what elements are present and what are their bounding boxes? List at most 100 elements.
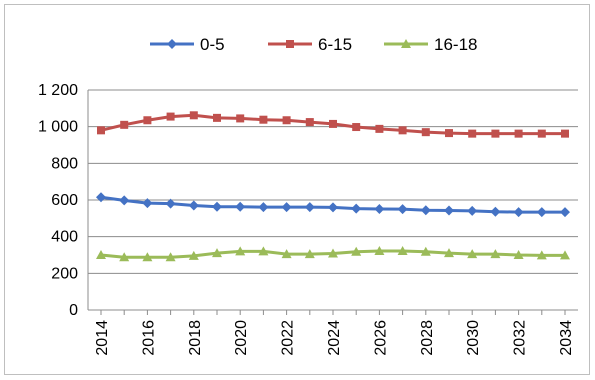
series-6-15-point [97, 126, 105, 135]
series-0-5-point [490, 206, 501, 217]
series-6-15-point [375, 124, 384, 133]
series-6-15-point [421, 128, 430, 137]
series-0-5-point [96, 192, 106, 203]
x-tick-label: 2018 [187, 320, 204, 356]
series-16-18-point [281, 249, 292, 259]
series-0-5-point [420, 205, 431, 216]
series-0-5-point [444, 205, 454, 216]
y-tick-label: 400 [51, 229, 78, 246]
series-6-15-point [561, 129, 569, 138]
series-6-15-point [398, 126, 407, 135]
series-0-5-point [374, 203, 385, 214]
series-0-5-point [119, 195, 130, 206]
series-16-18-point [490, 249, 501, 259]
y-tick-label: 200 [51, 265, 78, 282]
series-group [96, 111, 570, 262]
series-16-18-point [258, 246, 269, 256]
series-16-18-point [96, 250, 106, 259]
legend-label: 6-15 [318, 35, 352, 54]
series-6-15-point [282, 116, 291, 125]
series-6-15-point [259, 115, 268, 124]
x-axis-ticks: 2014 2016 2018 2020 2022 2024 2026 2028 2030 2032… [94, 320, 575, 356]
x-tick-label: 2024 [326, 320, 343, 356]
x-tick-label: 2028 [419, 320, 436, 356]
series-6-15-point [445, 129, 453, 138]
series-0-5-point [188, 200, 199, 211]
series-16-18-point [235, 246, 246, 256]
series-6-15-point [537, 129, 546, 138]
y-tick-label: 800 [51, 155, 78, 172]
series-0-5-point [212, 201, 222, 212]
series-6-15 [97, 111, 569, 138]
series-16-18-point [119, 252, 130, 262]
series-6-15-point [468, 129, 477, 138]
x-tick-label: 2034 [558, 320, 575, 356]
series-0-5-point [397, 204, 408, 215]
series-16-18-point [420, 246, 431, 256]
y-tick-label: 1 000 [38, 119, 78, 136]
series-6-15-point [491, 129, 500, 138]
series-16-18-point [351, 246, 362, 256]
series-6-15-point [213, 113, 221, 122]
series-6-15-point [329, 119, 337, 128]
series-6-15-point [305, 118, 314, 127]
series-16-18-point [397, 245, 408, 255]
series-6-15-point [514, 129, 523, 138]
series-16-18-point [513, 250, 524, 259]
series-0-5-point [513, 207, 524, 218]
series-6-15-point [120, 120, 129, 129]
series-0-5-point [351, 203, 362, 214]
x-tick-label: 2020 [233, 320, 250, 356]
series-16-18-point [467, 249, 478, 259]
series-16-18-point [536, 250, 547, 260]
x-tick-label: 2016 [140, 320, 157, 356]
series-0-5-point [258, 202, 269, 213]
legend-label: 0-5 [200, 35, 225, 54]
x-tick-label: 2014 [94, 320, 111, 356]
series-0-5-point [304, 202, 315, 213]
chart-frame [4, 4, 590, 375]
y-axis-ticks: 0 200 400 600 800 1 000 1 200 [38, 82, 78, 319]
series-6-15-point [166, 112, 175, 121]
series-16-18 [96, 245, 570, 262]
series-6-15-point [189, 111, 198, 120]
series-16-18-point [374, 245, 385, 255]
y-tick-label: 600 [51, 192, 78, 209]
y-tick-label: 1 200 [38, 82, 78, 99]
y-tick-label: 0 [69, 302, 78, 319]
series-0-5-point [467, 205, 478, 216]
series-6-15-point [236, 114, 245, 123]
series-16-18-point [444, 248, 454, 258]
series-16-18-point [304, 249, 315, 259]
series-6-15-point [143, 116, 152, 125]
series-0-5 [96, 192, 570, 218]
legend-item: 16-18 [384, 35, 477, 54]
series-16-18-point [188, 250, 199, 260]
series-16-18-point [165, 252, 176, 262]
legend-marker [401, 39, 411, 48]
series-0-5-point [281, 202, 292, 213]
series-0-5-point [536, 207, 547, 218]
x-tick-label: 2032 [512, 320, 529, 356]
series-16-18-point [142, 252, 153, 262]
series-0-5-point [165, 198, 176, 209]
series-16-18-point [328, 248, 338, 258]
series-0-5-point [328, 202, 338, 213]
legend-item: 0-5 [150, 35, 225, 54]
legend-marker [167, 39, 177, 49]
x-tick-label: 2030 [465, 320, 482, 356]
series-0-5-point [142, 198, 153, 209]
series-16-18-point [560, 250, 570, 260]
x-tick-label: 2026 [372, 320, 389, 356]
x-tick-label: 2022 [280, 320, 297, 356]
series-0-5-point [235, 201, 246, 212]
series-6-15-point [352, 123, 361, 132]
legend: 0-5 6-15 16-18 [150, 35, 477, 54]
legend-marker [286, 40, 294, 48]
legend-label: 16-18 [434, 35, 477, 54]
axes [87, 90, 578, 315]
series-0-5-point [560, 207, 570, 218]
legend-item: 6-15 [268, 35, 352, 54]
series-16-18-point [212, 248, 222, 258]
